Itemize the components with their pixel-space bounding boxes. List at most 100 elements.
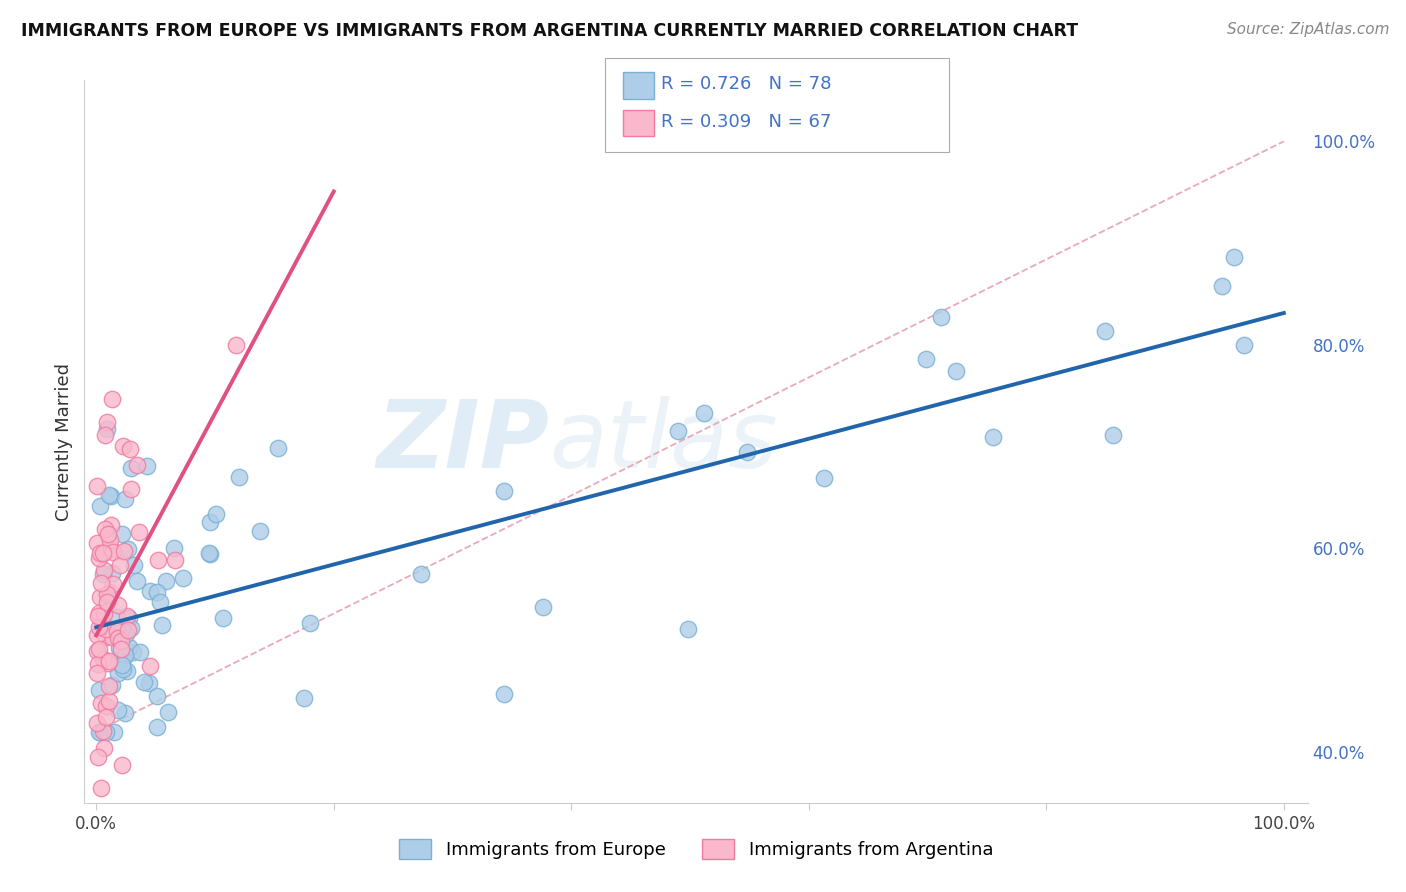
Point — [100, 489, 122, 503]
Point — [94, 427, 117, 442]
Point — [94, 630, 117, 644]
Point — [112, 439, 135, 453]
Point — [138, 676, 160, 690]
Point — [97, 654, 120, 668]
Point — [162, 541, 184, 555]
Point — [492, 688, 515, 702]
Point — [929, 310, 952, 324]
Point — [86, 479, 108, 493]
Point — [118, 611, 141, 625]
Point — [87, 657, 110, 671]
Point — [87, 683, 110, 698]
Point — [98, 679, 121, 693]
Point — [266, 441, 288, 455]
Point — [101, 545, 124, 559]
Point — [1222, 250, 1244, 264]
Point — [531, 600, 554, 615]
Point — [107, 703, 129, 717]
Point — [163, 553, 186, 567]
Point — [91, 546, 114, 560]
Point — [86, 665, 108, 680]
Point — [108, 558, 131, 572]
Point — [225, 338, 247, 352]
Point — [139, 584, 162, 599]
Point — [299, 615, 322, 630]
Text: R = 0.726   N = 78: R = 0.726 N = 78 — [661, 75, 831, 93]
Point — [89, 724, 111, 739]
Point — [90, 696, 112, 710]
Point — [915, 352, 938, 367]
Point — [409, 567, 432, 582]
Point — [125, 574, 148, 589]
Point — [89, 590, 111, 604]
Point — [101, 577, 124, 591]
Point — [93, 563, 115, 577]
Point — [96, 421, 118, 435]
Point — [693, 406, 716, 420]
Point — [101, 392, 124, 406]
Text: atlas: atlas — [550, 396, 778, 487]
Point — [97, 656, 120, 670]
Point — [86, 628, 108, 642]
Point — [117, 541, 139, 556]
Point — [96, 587, 118, 601]
Point — [172, 571, 194, 585]
Point — [120, 482, 142, 496]
Point — [138, 658, 160, 673]
Point — [249, 524, 271, 538]
Point — [112, 544, 135, 558]
Point — [1094, 324, 1116, 338]
Point — [94, 699, 117, 714]
Point — [132, 675, 155, 690]
Point — [100, 678, 122, 692]
Point — [494, 483, 516, 498]
Point — [212, 610, 235, 624]
Point — [148, 553, 170, 567]
Point — [100, 518, 122, 533]
Point — [115, 626, 138, 640]
Point — [149, 595, 172, 609]
Point — [98, 533, 121, 548]
Point — [89, 620, 111, 634]
Point — [666, 425, 689, 439]
Point — [118, 442, 141, 456]
Point — [136, 459, 159, 474]
Point — [91, 566, 114, 581]
Point — [111, 758, 134, 772]
Point — [122, 558, 145, 573]
Point — [94, 522, 117, 536]
Point — [89, 546, 111, 560]
Point — [96, 415, 118, 429]
Point — [114, 492, 136, 507]
Point — [735, 445, 758, 459]
Point — [111, 658, 134, 673]
Point — [89, 499, 111, 513]
Point — [145, 585, 167, 599]
Text: Source: ZipAtlas.com: Source: ZipAtlas.com — [1226, 22, 1389, 37]
Point — [97, 526, 120, 541]
Point — [96, 595, 118, 609]
Point — [115, 609, 138, 624]
Point — [108, 641, 131, 656]
Point — [122, 645, 145, 659]
Point — [120, 461, 142, 475]
Point — [96, 710, 118, 724]
Point — [117, 623, 139, 637]
Point — [114, 648, 136, 662]
Point — [86, 832, 108, 847]
Point — [111, 662, 134, 676]
Point — [678, 622, 700, 636]
Point — [981, 430, 1004, 444]
Point — [128, 645, 150, 659]
Point — [90, 576, 112, 591]
Point — [128, 525, 150, 540]
Text: IMMIGRANTS FROM EUROPE VS IMMIGRANTS FROM ARGENTINA CURRENTLY MARRIED CORRELATIO: IMMIGRANTS FROM EUROPE VS IMMIGRANTS FRO… — [21, 22, 1078, 40]
Point — [97, 693, 120, 707]
Point — [115, 665, 138, 679]
Point — [86, 644, 108, 658]
Point — [107, 665, 129, 680]
Point — [107, 598, 129, 612]
Point — [228, 470, 250, 484]
Point — [91, 615, 114, 629]
Point — [110, 633, 132, 648]
